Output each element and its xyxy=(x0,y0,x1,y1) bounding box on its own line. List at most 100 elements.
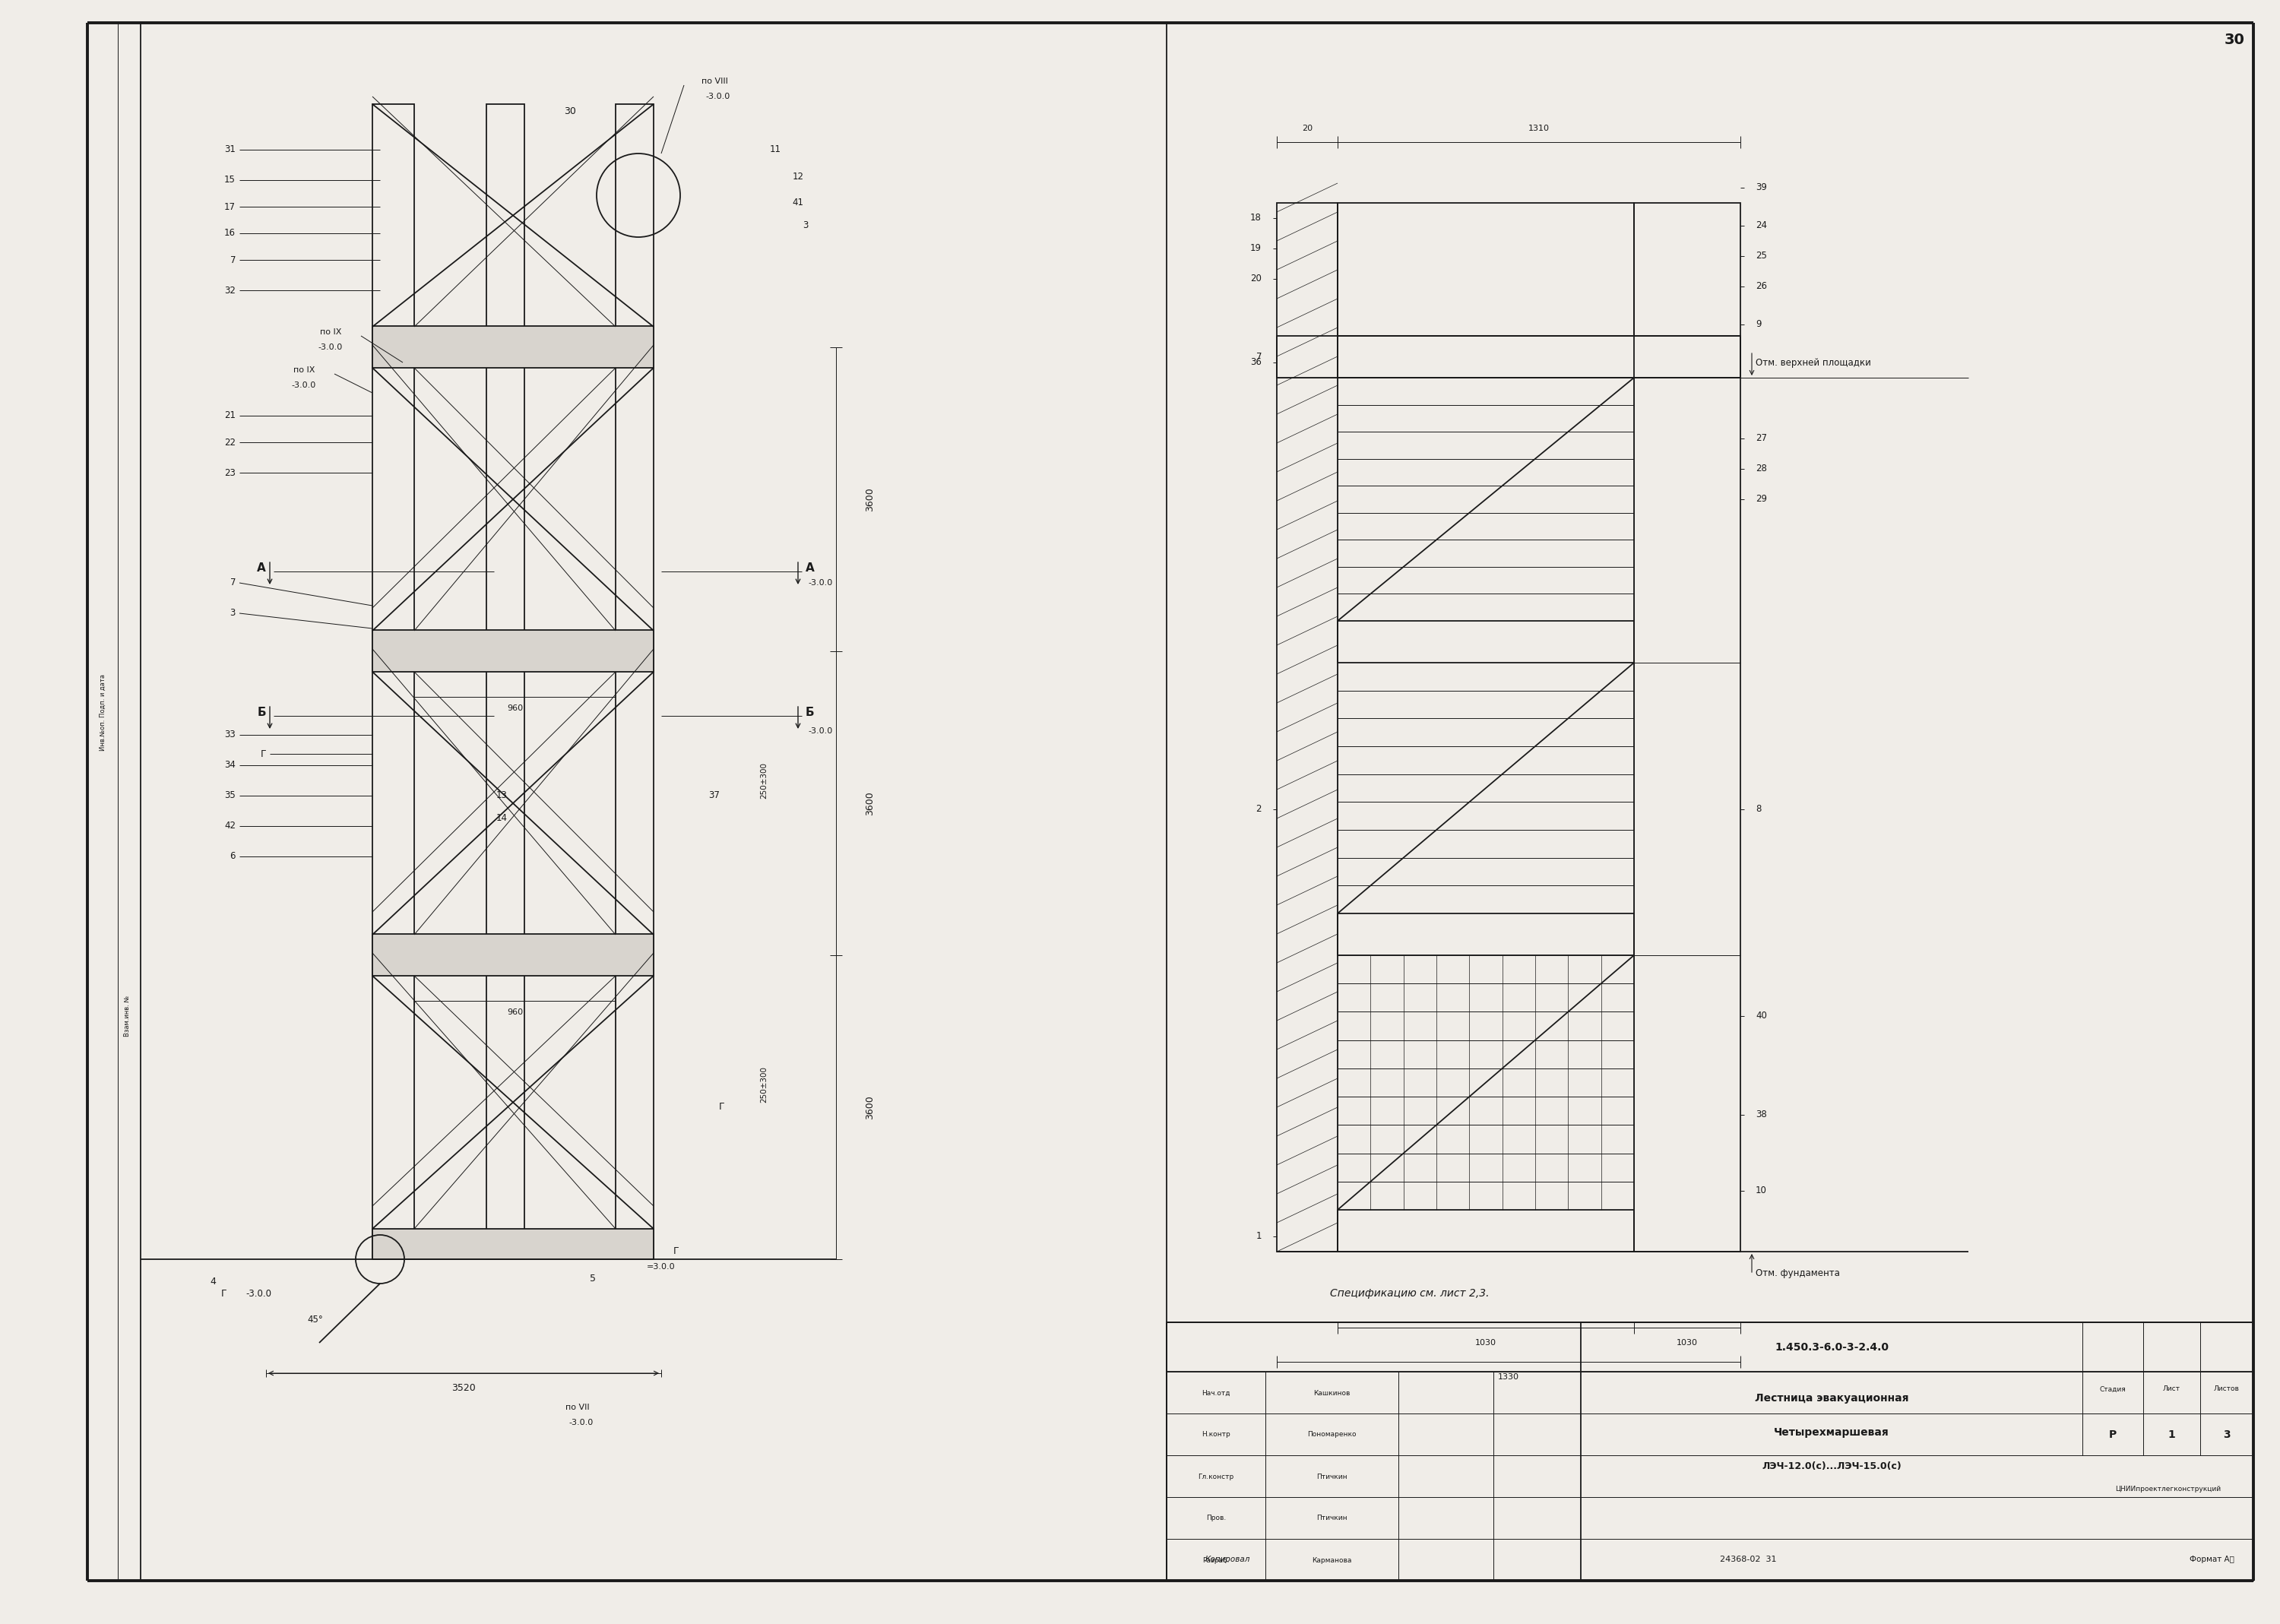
Text: Г: Г xyxy=(260,749,267,758)
Text: 13: 13 xyxy=(497,791,506,801)
Text: -3.0.0: -3.0.0 xyxy=(809,580,832,586)
Text: 34: 34 xyxy=(223,760,235,770)
Text: 3520: 3520 xyxy=(451,1384,477,1393)
Text: 2: 2 xyxy=(1256,804,1261,814)
Text: 30: 30 xyxy=(563,107,577,117)
Bar xyxy=(1338,620,1635,663)
Text: 36: 36 xyxy=(1249,357,1261,367)
Text: 1: 1 xyxy=(2168,1429,2175,1440)
Text: по IX: по IX xyxy=(319,328,342,336)
Text: 26: 26 xyxy=(1756,281,1767,291)
Text: 38: 38 xyxy=(1756,1109,1767,1121)
Text: Листов: Листов xyxy=(2214,1385,2239,1393)
Text: 250±300: 250±300 xyxy=(759,1067,768,1103)
Text: 12: 12 xyxy=(793,172,803,182)
Text: по VIII: по VIII xyxy=(702,78,727,84)
Text: 41: 41 xyxy=(793,198,803,208)
Text: 24: 24 xyxy=(1756,221,1767,231)
Text: Г: Г xyxy=(718,1103,725,1112)
Text: Стадия: Стадия xyxy=(2100,1385,2125,1393)
Text: 42: 42 xyxy=(223,822,235,831)
Text: 3: 3 xyxy=(230,609,235,619)
Text: -3.0.0: -3.0.0 xyxy=(809,728,832,736)
Text: 3: 3 xyxy=(803,221,809,231)
Text: 11: 11 xyxy=(768,145,780,154)
Bar xyxy=(372,104,415,1259)
Text: =3.0.0: =3.0.0 xyxy=(648,1263,675,1270)
Text: Отм. фундамента: Отм. фундамента xyxy=(1756,1268,1840,1278)
Text: Инв.№оп. Подп. и дата: Инв.№оп. Подп. и дата xyxy=(100,674,105,750)
Text: 20: 20 xyxy=(1249,274,1261,284)
Text: 1.450.3-6.0-3-2.4.0: 1.450.3-6.0-3-2.4.0 xyxy=(1774,1341,1888,1353)
Text: 45°: 45° xyxy=(308,1315,324,1325)
Bar xyxy=(1338,203,1635,336)
Text: Спецификацию см. лист 2,3.: Спецификацию см. лист 2,3. xyxy=(1329,1288,1489,1299)
Bar xyxy=(1338,1210,1635,1252)
Text: 14: 14 xyxy=(497,814,506,823)
Text: -3.0.0: -3.0.0 xyxy=(246,1288,271,1298)
Text: 7: 7 xyxy=(230,255,235,265)
Text: 24368-02  31: 24368-02 31 xyxy=(1719,1556,1776,1564)
Text: 33: 33 xyxy=(223,729,235,741)
Text: Лист: Лист xyxy=(2164,1385,2180,1393)
Text: -3.0.0: -3.0.0 xyxy=(570,1419,593,1426)
Text: 19: 19 xyxy=(1249,244,1261,253)
Text: 16: 16 xyxy=(223,229,235,239)
Bar xyxy=(372,934,654,976)
Text: 20: 20 xyxy=(1302,125,1313,132)
Text: 9: 9 xyxy=(1756,320,1760,330)
Text: 1030: 1030 xyxy=(1475,1340,1496,1346)
Text: Копировал: Копировал xyxy=(1204,1556,1249,1564)
Text: Разраб.: Разраб. xyxy=(1202,1557,1229,1564)
Bar xyxy=(1338,913,1635,955)
Bar xyxy=(372,1229,654,1259)
Text: 37: 37 xyxy=(709,791,720,801)
Text: 21: 21 xyxy=(223,411,235,421)
Text: 960: 960 xyxy=(506,1009,522,1017)
Text: Гл.констр: Гл.констр xyxy=(1197,1473,1233,1479)
Text: 3600: 3600 xyxy=(866,1095,876,1119)
Bar xyxy=(1167,1322,2253,1580)
Text: 23: 23 xyxy=(223,468,235,477)
Text: по IX: по IX xyxy=(294,367,315,374)
Text: 15: 15 xyxy=(223,175,235,185)
Text: 31: 31 xyxy=(223,145,235,154)
Bar xyxy=(1277,203,1338,1252)
Text: Четырехмаршевая: Четырехмаршевая xyxy=(1774,1427,1890,1437)
Text: 17: 17 xyxy=(223,201,235,211)
Text: Птичкин: Птичкин xyxy=(1316,1473,1347,1479)
Text: Формат А㎡: Формат А㎡ xyxy=(2189,1556,2234,1564)
Text: 18: 18 xyxy=(1249,213,1261,222)
Text: Лестница эвакуационная: Лестница эвакуационная xyxy=(1756,1393,1908,1403)
Text: -3.0.0: -3.0.0 xyxy=(292,382,317,390)
Text: 8: 8 xyxy=(1756,804,1760,814)
Text: 250±300: 250±300 xyxy=(759,762,768,799)
Text: Р: Р xyxy=(2109,1429,2116,1440)
Text: A: A xyxy=(805,562,814,573)
Text: 6: 6 xyxy=(230,851,235,861)
Bar xyxy=(1338,336,1740,378)
Text: 39: 39 xyxy=(1756,184,1767,193)
Text: 28: 28 xyxy=(1756,464,1767,474)
Text: 10: 10 xyxy=(1756,1186,1767,1195)
Text: Г: Г xyxy=(673,1247,679,1257)
Text: -3.0.0: -3.0.0 xyxy=(319,344,342,351)
Text: 7: 7 xyxy=(1256,352,1261,362)
Text: 1030: 1030 xyxy=(1676,1340,1699,1346)
Text: Птичкин: Птичкин xyxy=(1316,1515,1347,1522)
Text: 1310: 1310 xyxy=(1528,125,1550,132)
Text: Б: Б xyxy=(805,706,814,718)
Text: A: A xyxy=(258,562,267,573)
Text: по VII: по VII xyxy=(565,1403,591,1411)
Text: 3600: 3600 xyxy=(866,487,876,512)
Text: 27: 27 xyxy=(1756,434,1767,443)
Text: 3: 3 xyxy=(2223,1429,2230,1440)
Text: -3.0.0: -3.0.0 xyxy=(707,93,730,101)
Text: 4: 4 xyxy=(210,1276,217,1286)
Text: 960: 960 xyxy=(506,705,522,711)
Text: 3600: 3600 xyxy=(866,791,876,815)
Text: Кашкинов: Кашкинов xyxy=(1313,1390,1350,1397)
Text: 40: 40 xyxy=(1756,1012,1767,1021)
Text: 5: 5 xyxy=(591,1273,595,1283)
Text: 1330: 1330 xyxy=(1498,1374,1518,1380)
